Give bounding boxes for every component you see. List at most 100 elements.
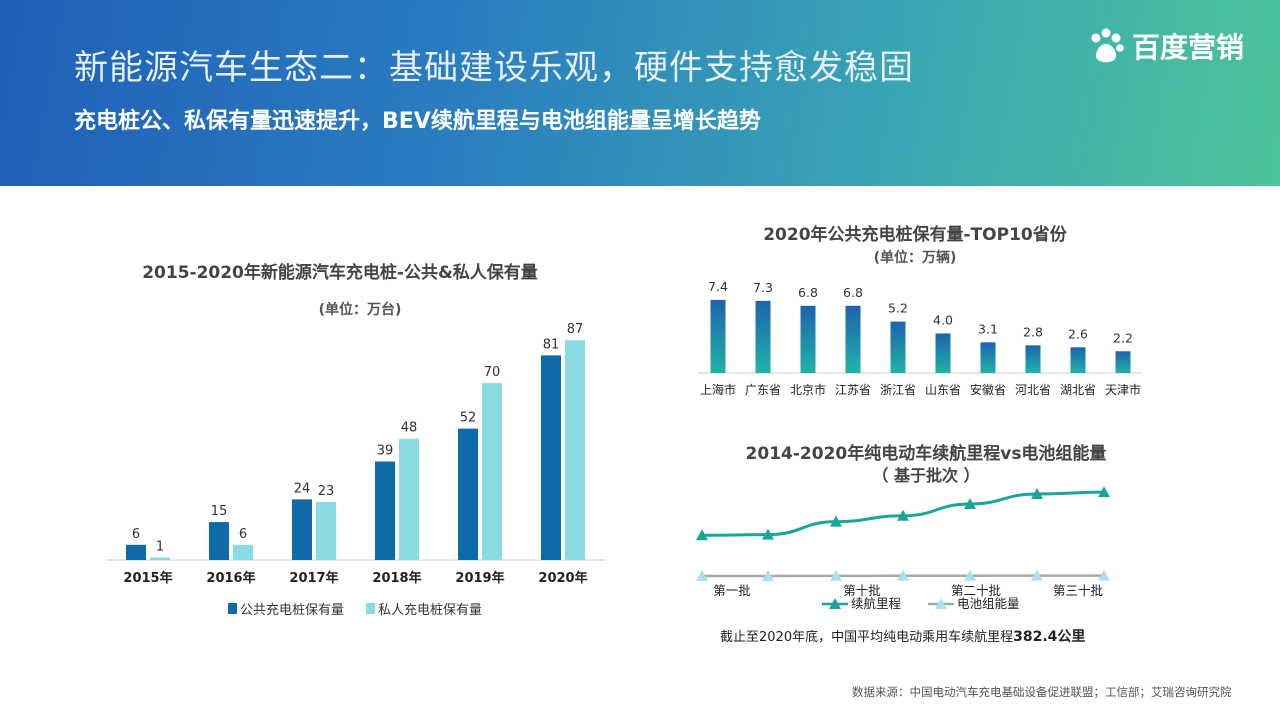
x-tick-label: 江苏省 xyxy=(835,383,871,397)
data-label: 1 xyxy=(156,539,164,554)
x-tick-label: 第十批 xyxy=(843,583,881,598)
x-tick-label: 北京市 xyxy=(790,382,826,397)
page-title: 新能源汽车生态二：基础建设乐观，硬件支持愈发稳固 xyxy=(74,48,914,88)
x-tick-label: 2015年 xyxy=(123,570,172,586)
data-label: 6.8 xyxy=(843,285,863,300)
marker-range xyxy=(897,509,909,521)
legend-label-private: 私人充电桩保有量 xyxy=(378,602,482,618)
legend-label-range: 续航里程 xyxy=(851,596,902,611)
bar-private xyxy=(233,544,253,560)
x-tick-label: 上海市 xyxy=(700,382,736,397)
data-label: 87 xyxy=(567,322,584,337)
data-label: 6 xyxy=(132,527,140,542)
bar-private xyxy=(316,501,336,560)
bar-province xyxy=(980,342,996,373)
bar-public xyxy=(209,522,229,560)
data-label: 39 xyxy=(377,443,394,458)
data-label: 6.8 xyxy=(798,285,818,300)
data-label: 24 xyxy=(294,481,311,496)
logo-text: 百度营销 xyxy=(1132,31,1245,64)
legend-marker-battery xyxy=(935,598,947,609)
data-label: 7.3 xyxy=(753,280,773,295)
bar-public xyxy=(126,544,146,560)
data-label: 3.1 xyxy=(978,321,998,336)
page-subtitle: 充电桩公、私保有量迅速提升，BEV续航里程与电池组能量呈增长趋势 xyxy=(74,109,761,134)
x-tick-label: 河北省 xyxy=(1015,383,1051,397)
chart-unit-label: (单位：万辆) xyxy=(874,249,957,266)
bar-public xyxy=(458,428,478,560)
data-label: 7.4 xyxy=(708,279,728,294)
marker-range xyxy=(1031,487,1043,499)
bar-province xyxy=(1115,351,1131,373)
marker-battery xyxy=(964,569,976,581)
x-tick-label: 2018年 xyxy=(372,570,421,586)
chart-top10-provinces: 2020年公共充电桩保有量-TOP10省份 (单位：万辆) 7.4 上海市 7.3 广东省… xyxy=(698,224,1142,397)
paw-icon xyxy=(1091,28,1124,63)
bar-province xyxy=(755,300,771,373)
data-label: 2.8 xyxy=(1023,324,1043,339)
bar-province xyxy=(935,333,951,373)
chart-charging-piles: 2015-2020年新能源汽车充电桩-公共&私人保有量 (单位：万台) 6 1 2015… xyxy=(106,262,606,618)
marker-range xyxy=(762,528,774,540)
bar-private xyxy=(565,340,585,560)
bar-public xyxy=(375,461,395,560)
source-note: 数据来源：中国电动汽车充电基础设备促进联盟；工信部；艾瑞咨询研究院 xyxy=(852,685,1232,699)
x-tick-label: 广东省 xyxy=(745,383,781,397)
data-label: 5.2 xyxy=(888,301,908,316)
marker-battery xyxy=(1098,569,1110,581)
data-label: 48 xyxy=(401,421,418,436)
x-tick-label: 山东省 xyxy=(925,383,961,397)
legend-swatch-private xyxy=(366,603,375,614)
bar-private xyxy=(399,438,419,560)
range-note-value: 382.4公里 xyxy=(1013,629,1085,645)
chart-title: 2015-2020年新能源汽车充电桩-公共&私人保有量 xyxy=(142,262,538,283)
legend-swatch-public xyxy=(228,603,237,614)
x-tick-label: 安徽省 xyxy=(970,382,1006,397)
chart-title: 2014-2020年纯电动车续航里程vs电池组能量 xyxy=(746,443,1107,464)
brand-logo: 百度营销 xyxy=(1086,26,1244,66)
marker-range xyxy=(830,515,842,527)
marker-battery xyxy=(1031,569,1043,581)
marker-battery xyxy=(696,570,708,581)
bar-public xyxy=(292,499,312,560)
marker-range xyxy=(1098,486,1110,498)
data-label: 2.6 xyxy=(1068,326,1088,341)
chart-title: 2020年公共充电桩保有量-TOP10省份 xyxy=(763,224,1068,245)
marker-battery xyxy=(762,570,774,581)
bar-private xyxy=(150,557,170,560)
chart-subtitle: （ 基于批次 ） xyxy=(872,466,979,485)
marker-battery xyxy=(897,569,909,581)
chart-range-vs-battery: 2014-2020年纯电动车续航里程vs电池组能量 （ 基于批次 ） 第一批 第十批 第… xyxy=(696,443,1110,645)
x-tick-label: 第三十批 xyxy=(1053,583,1103,598)
range-note: 截止至2020年底，中国平均纯电动乘用车续航里程382.4公里 xyxy=(720,629,1085,645)
x-tick-label: 天津市 xyxy=(1105,382,1141,397)
bar-private xyxy=(482,383,502,560)
bar-province xyxy=(710,299,726,373)
data-label: 52 xyxy=(460,411,477,426)
bar-province xyxy=(1025,345,1041,373)
marker-range xyxy=(964,497,976,509)
bar-province xyxy=(845,305,861,373)
x-tick-label: 2019年 xyxy=(455,570,504,586)
bar-province xyxy=(800,305,816,373)
bar-province xyxy=(1070,347,1086,373)
x-tick-label: 2020年 xyxy=(538,570,587,586)
marker-battery xyxy=(830,569,842,581)
data-label: 70 xyxy=(484,365,501,380)
x-tick-label: 湖北省 xyxy=(1060,382,1096,397)
bar-public xyxy=(541,355,561,560)
legend-marker-range xyxy=(829,598,841,609)
range-note-prefix: 截止至2020年底，中国平均纯电动乘用车续航里程 xyxy=(720,629,1013,645)
header-banner: 新能源汽车生态二：基础建设乐观，硬件支持愈发稳固 充电桩公、私保有量迅速提升，B… xyxy=(0,0,1280,186)
x-tick-label: 2017年 xyxy=(289,570,338,586)
data-label: 15 xyxy=(211,504,228,519)
legend-label-public: 公共充电桩保有量 xyxy=(240,602,344,618)
data-label: 4.0 xyxy=(933,312,953,327)
data-label: 2.2 xyxy=(1113,330,1133,345)
x-tick-label: 浙江省 xyxy=(880,383,916,397)
chart-unit-label: (单位：万台) xyxy=(319,301,402,318)
x-tick-label: 2016年 xyxy=(206,570,255,586)
data-label: 23 xyxy=(318,484,335,499)
data-label: 81 xyxy=(543,337,560,352)
legend-label-battery: 电池组能量 xyxy=(957,596,1020,611)
